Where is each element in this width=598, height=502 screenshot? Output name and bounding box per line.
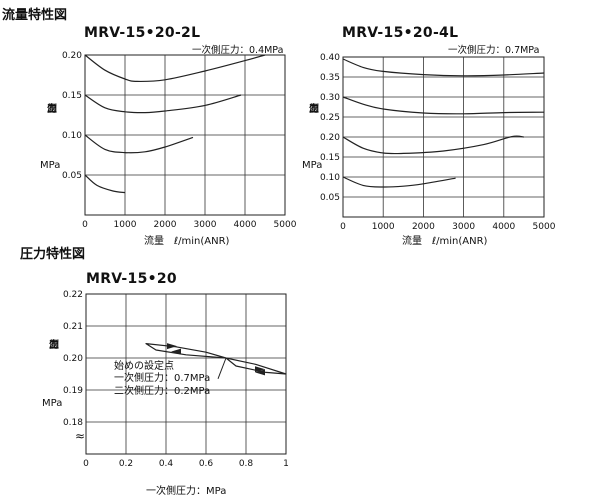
- chart1-x-tick-label: 3000: [194, 220, 217, 230]
- chart2-ylabel-char: 圧: [309, 104, 319, 115]
- chart2-y-tick-label: 0.25: [320, 113, 340, 123]
- chart1-y-tick-label: 0.05: [62, 171, 82, 181]
- chart2-yunit: MPa: [302, 160, 323, 171]
- chart3-annotation-text: 一次側圧力：0.7MPa: [114, 371, 210, 384]
- chart2-x-tick-label: 5000: [533, 222, 556, 232]
- chart3-ylabel-char: 二: [49, 340, 59, 351]
- chart2-y-tick-label: 0.15: [320, 153, 340, 163]
- chart3-xlabel: 一次側圧力：MPa: [146, 486, 227, 497]
- chart2-series-line: [342, 96, 545, 115]
- chart3-title: MRV-15•20: [86, 271, 177, 287]
- chart1-series-line: [84, 94, 242, 114]
- chart2-x-tick-label: 1000: [372, 222, 395, 232]
- chart2-ylabel-char: 次: [309, 104, 319, 115]
- chart2-series-line: [342, 176, 456, 188]
- chart3-loop-arrow: [171, 348, 181, 355]
- chart2-x-tick-label: 2000: [412, 222, 435, 232]
- chart2-inlet-pressure-note: 一次側圧力：0.7MPa: [448, 45, 540, 56]
- chart3-x-tick-label: 0.6: [199, 459, 214, 469]
- chart2-y-tick-label: 0.20: [320, 133, 340, 143]
- chart1-y-tick-label: 0.15: [62, 91, 82, 101]
- chart3-y-tick-label: 0.20: [63, 354, 83, 364]
- chart2-ylabel-char: 二: [309, 104, 319, 115]
- chart1-series-line: [84, 174, 126, 194]
- chart3-loop-arrow: [255, 369, 265, 376]
- chart3-axis-break-mark: ≈: [75, 429, 85, 443]
- chart3-ylabel-char: 次: [49, 340, 59, 351]
- chart2-ylabel-char: 力: [309, 104, 319, 115]
- chart3-yunit: MPa: [42, 398, 63, 409]
- chart3-loop-arrow: [167, 343, 177, 350]
- flow-section-title: 流量特性図: [2, 8, 68, 23]
- chart2-xlabel: 流量 ℓ/min(ANR): [402, 236, 488, 247]
- chart2-x-tick-label: 3000: [452, 222, 475, 232]
- chart1-xlabel: 流量 ℓ/min(ANR): [144, 236, 230, 247]
- chart1-x-tick-label: 2000: [154, 220, 177, 230]
- chart3-x-tick-label: 0.4: [159, 459, 174, 469]
- chart1-y-tick-label: 0.10: [62, 131, 82, 141]
- chart1-series-line: [84, 134, 194, 154]
- chart3-y-tick-label: 0.21: [63, 322, 83, 332]
- chart3-x-tick-label: 0.2: [119, 459, 133, 469]
- chart1-x-tick-label: 0: [82, 220, 88, 230]
- chart3-y-tick-label: 0.22: [63, 290, 83, 300]
- chart2-x-tick-label: 0: [340, 222, 346, 232]
- chart3-ylabel-char: 力: [49, 340, 59, 351]
- chart3-loop-arrow: [255, 366, 265, 373]
- chart2-ylabel-char: 側: [309, 104, 319, 115]
- chart1-ylabel-char: 側: [47, 104, 57, 115]
- chart3-x-tick-label: 0: [83, 459, 89, 469]
- chart2-y-tick-label: 0.35: [320, 73, 340, 83]
- chart3-ylabel-char: 側: [49, 340, 59, 351]
- chart1-ylabel-char: 力: [47, 104, 57, 115]
- chart1-ylabel-char: 二: [47, 104, 57, 115]
- chart3-x-tick-label: 0.8: [239, 459, 254, 469]
- pressure-section-title: 圧力特性図: [20, 247, 86, 262]
- chart1-y-tick-label: 0.20: [62, 51, 82, 61]
- chart2-y-tick-label: 0.10: [320, 173, 340, 183]
- chart2-y-tick-label: 0.30: [320, 93, 340, 103]
- chart3-y-tick-label: 0.19: [63, 386, 83, 396]
- chart1-x-tick-label: 5000: [274, 220, 297, 230]
- chart1-inlet-pressure-note: 一次側圧力：0.4MPa: [192, 45, 284, 56]
- chart2-title: MRV-15•20-4L: [342, 25, 459, 41]
- chart2-x-tick-label: 4000: [492, 222, 515, 232]
- chart2-y-tick-label: 0.40: [320, 53, 340, 63]
- chart3-annotation-text: 始めの設定点: [114, 359, 174, 372]
- chart2-series-line: [342, 135, 524, 155]
- chart1-title: MRV-15•20-2L: [84, 25, 201, 41]
- chart1-ylabel-char: 次: [47, 104, 57, 115]
- chart3-setpoint-pointer: [217, 357, 227, 379]
- chart2-series-line: [342, 58, 545, 77]
- chart1-series-line: [84, 54, 266, 83]
- chart1-x-tick-label: 4000: [234, 220, 257, 230]
- chart3-x-tick-label: 1: [283, 459, 289, 469]
- chart2-y-tick-label: 0.05: [320, 193, 340, 203]
- chart3-ylabel-char: 圧: [49, 340, 59, 351]
- chart1-x-tick-label: 1000: [114, 220, 137, 230]
- chart3-annotation-text: 二次側圧力：0.2MPa: [114, 384, 210, 397]
- chart1-ylabel-char: 圧: [47, 104, 57, 115]
- chart3-y-tick-label: 0.18: [63, 418, 83, 428]
- chart1-yunit: MPa: [40, 160, 61, 171]
